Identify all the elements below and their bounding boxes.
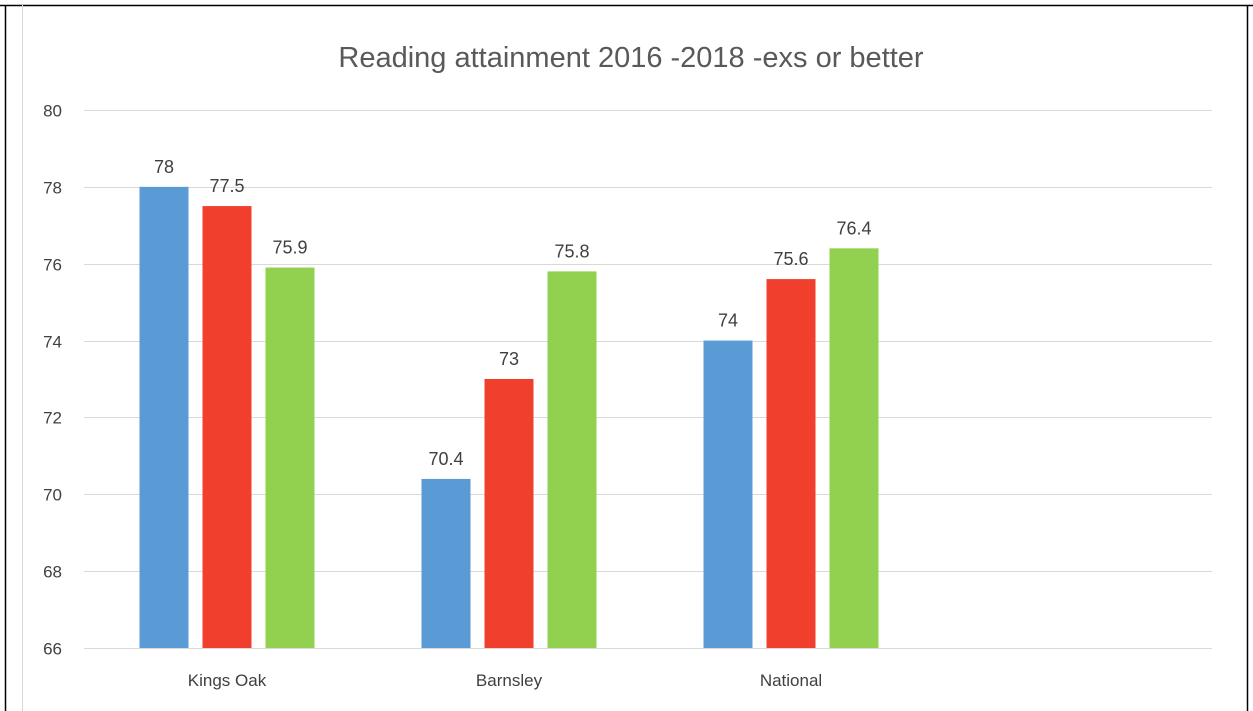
y-tick-label: 80 xyxy=(43,102,62,121)
y-axis-tick-labels: 66 68 70 72 74 76 78 80 xyxy=(43,102,62,659)
y-tick-label: 72 xyxy=(43,409,62,428)
category-label: National xyxy=(760,671,822,690)
bars xyxy=(139,186,879,649)
y-tick-label: 70 xyxy=(43,486,62,505)
bar xyxy=(766,279,816,648)
data-label: 70.4 xyxy=(428,449,463,469)
data-labels: 78 77.5 75.9 70.4 73 75.8 74 75.6 76.4 xyxy=(154,157,872,469)
y-tick-label: 78 xyxy=(43,179,62,198)
y-tick-label: 68 xyxy=(43,563,62,582)
data-label: 77.5 xyxy=(209,176,244,196)
y-tick-label: 66 xyxy=(43,640,62,659)
data-label: 75.6 xyxy=(773,249,808,269)
gridlines xyxy=(84,110,1212,649)
bar xyxy=(484,379,534,648)
bar xyxy=(421,478,471,648)
data-label: 78 xyxy=(154,157,174,177)
bar xyxy=(703,340,753,648)
category-label: Barnsley xyxy=(476,671,543,690)
category-label: Kings Oak xyxy=(188,671,267,690)
chart-title: Reading attainment 2016 -2018 -exs or be… xyxy=(338,42,924,74)
bar xyxy=(265,267,315,648)
data-label: 75.8 xyxy=(554,241,589,261)
bar xyxy=(547,271,597,648)
data-label: 74 xyxy=(718,311,738,331)
x-axis-category-labels: Kings Oak Barnsley National xyxy=(188,671,822,690)
data-label: 76.4 xyxy=(836,218,871,238)
data-label: 75.9 xyxy=(272,238,307,258)
bar xyxy=(139,186,189,648)
bar xyxy=(829,248,879,649)
y-tick-label: 74 xyxy=(43,333,62,352)
bar xyxy=(202,206,252,649)
y-tick-label: 76 xyxy=(43,256,62,275)
data-label: 73 xyxy=(499,349,519,369)
